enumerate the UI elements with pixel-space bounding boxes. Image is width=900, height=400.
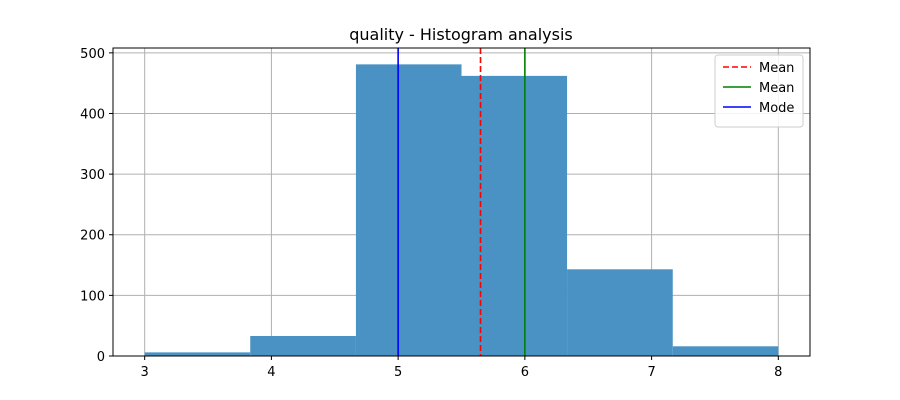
x-tick-label: 3 <box>141 365 149 380</box>
reference-lines <box>397 48 526 356</box>
y-axis-ticks: 0 100 200 300 400 500 <box>80 47 113 365</box>
x-axis-ticks: 3 4 5 6 7 8 <box>141 356 782 380</box>
histogram-bar <box>567 269 673 356</box>
histogram-bar <box>355 64 462 356</box>
histogram-bars <box>144 64 779 356</box>
histogram-bar <box>461 75 568 356</box>
legend-label: Mode <box>759 101 794 116</box>
x-tick-label: 7 <box>647 365 655 380</box>
legend-box <box>714 54 804 128</box>
y-tick-label: 0 <box>97 350 105 365</box>
histogram-bar <box>144 352 251 356</box>
histogram-bar <box>250 335 356 356</box>
legend-label: Mean <box>759 61 794 76</box>
chart-title: quality - Histogram analysis <box>349 25 573 44</box>
x-tick-label: 6 <box>521 365 529 380</box>
histogram-bar <box>672 346 779 356</box>
y-tick-label: 300 <box>80 168 105 183</box>
legend-label: Mean <box>759 81 794 96</box>
y-tick-label: 100 <box>80 289 105 304</box>
y-tick-label: 500 <box>80 47 105 62</box>
x-tick-label: 4 <box>267 365 275 380</box>
x-tick-label: 8 <box>774 365 782 380</box>
x-tick-label: 5 <box>394 365 402 380</box>
legend: Mean Mean Mode <box>714 54 804 128</box>
axes-frame <box>112 47 811 357</box>
y-tick-label: 400 <box>80 107 105 122</box>
y-tick-label: 200 <box>80 229 105 244</box>
